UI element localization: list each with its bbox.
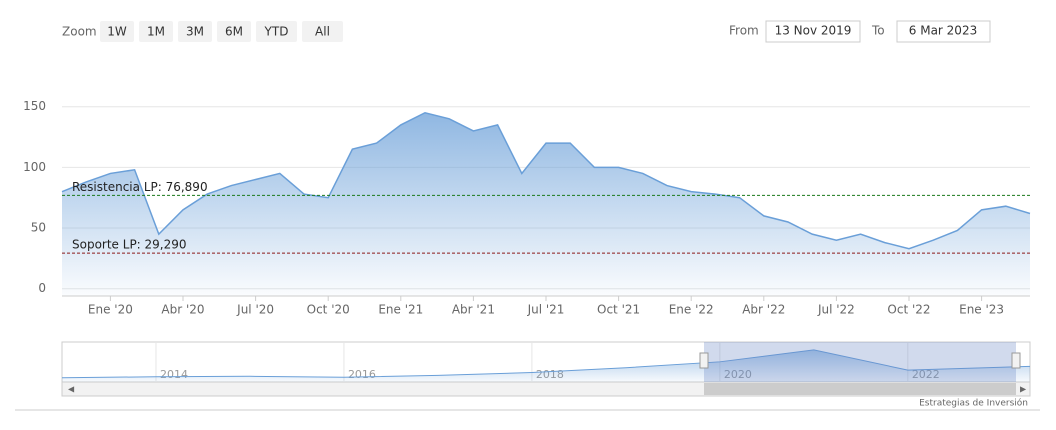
zoom-button[interactable] xyxy=(100,21,134,42)
x-tick-label: Jul '21 xyxy=(527,303,565,317)
x-tick-label: Oct '21 xyxy=(597,303,640,317)
zoom-label: Zoom xyxy=(62,25,97,39)
to-input[interactable] xyxy=(896,20,991,43)
zoom-button-label[interactable]: 1M xyxy=(147,25,165,39)
from-value[interactable]: 13 Nov 2019 xyxy=(775,24,852,38)
to-label: To xyxy=(871,24,885,38)
level-label: Resistencia LP: 76,890 xyxy=(72,180,208,194)
x-tick-label: Jul '22 xyxy=(817,303,855,317)
zoom-button[interactable] xyxy=(178,21,212,42)
zoom-button-label[interactable]: All xyxy=(315,25,330,39)
area xyxy=(62,112,1030,297)
x-tick-label: Oct '20 xyxy=(307,303,350,317)
x-tick-label: Ene '23 xyxy=(959,303,1004,317)
x-tick-label: Ene '21 xyxy=(378,303,423,317)
zoom-button[interactable] xyxy=(302,21,343,42)
zoom-button[interactable] xyxy=(217,21,251,42)
zoom-button-label[interactable]: 3M xyxy=(186,25,204,39)
x-tick-label: Ene '20 xyxy=(88,303,133,317)
zoom-button[interactable] xyxy=(256,21,297,42)
x-tick-label: Abr '22 xyxy=(742,303,785,317)
y-tick-label: 150 xyxy=(23,99,46,113)
line xyxy=(61,111,1031,250)
y-tick-label: 0 xyxy=(38,281,46,295)
from-input[interactable] xyxy=(765,20,861,43)
level-label: Soporte LP: 29,290 xyxy=(72,238,187,252)
zoom-button[interactable] xyxy=(139,21,173,42)
x-tick-label: Jul '20 xyxy=(236,303,274,317)
navigator-area xyxy=(62,349,1030,382)
zoom-button-label[interactable]: YTD xyxy=(264,25,289,39)
scroll-right[interactable]: ▶ xyxy=(1020,385,1027,394)
credits[interactable]: Estrategias de Inversión xyxy=(919,398,1028,409)
navigator-mask[interactable] xyxy=(704,342,1016,382)
y-tick-label: 50 xyxy=(31,221,46,235)
from-label: From xyxy=(729,24,759,38)
navigator-line xyxy=(61,349,1031,379)
x-tick-label: Abr '20 xyxy=(161,303,204,317)
scrollbar-thumb[interactable] xyxy=(704,383,1016,395)
navigator-handle[interactable] xyxy=(1011,352,1021,369)
zoom-button-label[interactable]: 6M xyxy=(225,25,243,39)
zoom-button-label[interactable]: 1W xyxy=(107,25,127,39)
navigator-handle[interactable] xyxy=(699,352,709,369)
to-value[interactable]: 6 Mar 2023 xyxy=(909,24,977,38)
x-tick-label: Ene '22 xyxy=(669,303,714,317)
y-tick-label: 100 xyxy=(23,160,46,174)
x-tick-label: Oct '22 xyxy=(887,303,930,317)
scroll-left[interactable]: ◀ xyxy=(68,385,75,394)
x-tick-label: Abr '21 xyxy=(452,303,495,317)
